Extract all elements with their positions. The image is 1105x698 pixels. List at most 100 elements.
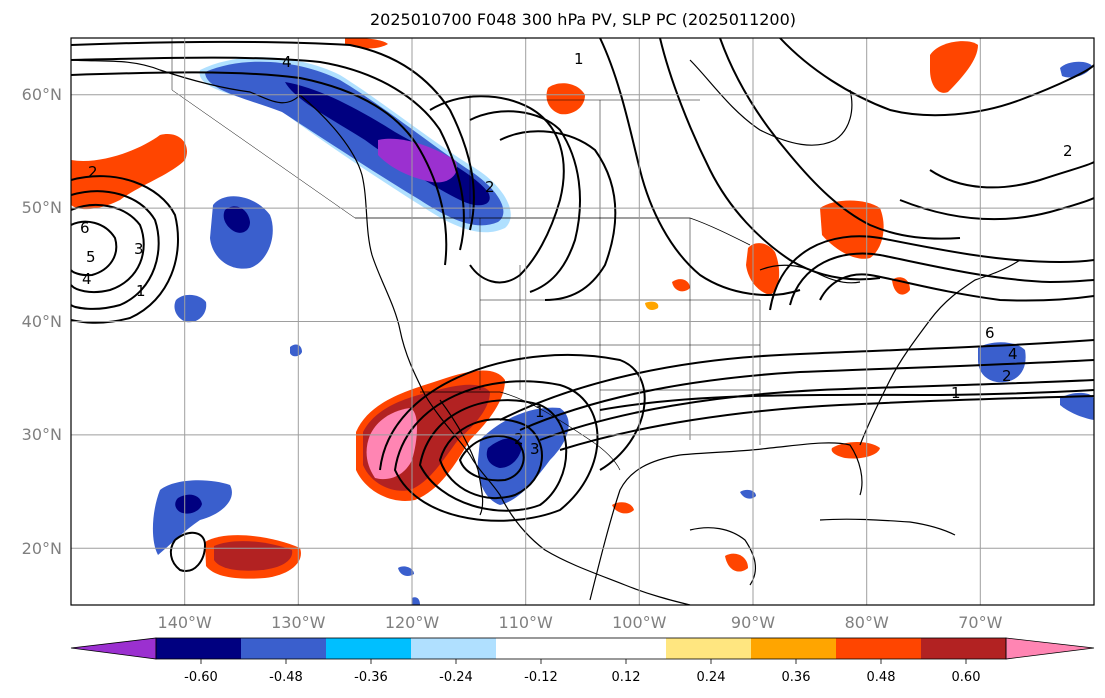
north-america-west-coast [299, 94, 691, 605]
slp-ne-3 [899, 197, 1094, 221]
slp-sw-low-3 [418, 399, 568, 512]
gulf-of-mexico-coast [589, 442, 863, 601]
lat-label: 20°N [22, 539, 62, 558]
colorbar: -0.60 -0.48 -0.36 -0.24 -0.12 0.12 0.24 … [70, 637, 1095, 685]
baja-peninsula [439, 399, 484, 516]
colorbar-tick-labels: -0.60 -0.48 -0.36 -0.24 -0.12 0.12 0.24 … [184, 670, 980, 685]
contour-label: 2 [485, 178, 495, 196]
negative-pv-region-alaska-peak [378, 138, 458, 183]
negative-pv-region-subtropical-core [175, 494, 202, 514]
positive-pv-region-florida [831, 442, 880, 459]
slp-east-band-2 [519, 359, 1094, 431]
negative-pv-small-2 [290, 344, 302, 357]
slp-sw-low-4 [393, 380, 599, 522]
positive-pv-region-baja-peak [366, 408, 417, 480]
lon-label: 90°W [731, 613, 775, 632]
negative-pv-region-ne [1060, 61, 1092, 78]
contour-label: 6 [80, 219, 90, 237]
contour-label: 4 [82, 270, 92, 288]
colorbar-segment [156, 638, 241, 659]
colorbar-segment [921, 638, 1006, 659]
slp-ridge-1 [599, 38, 801, 296]
negative-pv-small-1 [174, 294, 207, 323]
contour-label: 6 [985, 324, 995, 342]
colorbar-tick-label: -0.48 [269, 670, 303, 685]
colorbar-segment [836, 638, 921, 659]
slp-trough-2 [469, 110, 581, 293]
contour-label: 5 [86, 248, 96, 266]
contour-label: 2 [88, 163, 98, 181]
contour-label: 4 [1008, 345, 1018, 363]
colorbar-tick-label: 0.12 [612, 670, 641, 685]
slp-east-low-3 [769, 235, 1094, 311]
slp-contour-1 [71, 40, 475, 231]
positive-pv-region-small-1 [672, 279, 690, 292]
colorbar-segment [326, 638, 411, 659]
contour-label: 1 [951, 384, 961, 402]
contour-label: 2 [1002, 367, 1012, 385]
latitude-labels: 60°N 50°N 40°N 30°N 20°N [22, 85, 62, 558]
slp-east-band-1 [499, 339, 1094, 421]
contour-label: 3 [134, 240, 144, 258]
slp-west-high-2 [71, 190, 160, 310]
contour-label: 2 [1063, 142, 1073, 160]
colorbar-tick-label: -0.24 [439, 670, 473, 685]
positive-pv-region-ontario [820, 200, 884, 259]
colorbar-ticks [200, 659, 967, 664]
colorbar-segment [411, 638, 496, 659]
colorbar-tick-label: 0.48 [867, 670, 896, 685]
positive-pv-region-small-2 [612, 502, 634, 514]
map-title: 2025010700 F048 300 hPa PV, SLP PC (2025… [370, 10, 796, 29]
slp-sw-low-1 [458, 435, 525, 482]
hudson-bay-coast [689, 59, 853, 146]
slp-ridge-3 [719, 38, 961, 240]
negative-pv-region-atlantic-east [1060, 392, 1094, 420]
negative-pv-small-3 [740, 489, 756, 499]
contour-label: 4 [282, 53, 292, 71]
slp-east-band-5 [599, 389, 1094, 411]
slp-trough-1 [429, 95, 565, 284]
negative-pv-region-atlantic [978, 342, 1026, 383]
slp-east-band-3 [539, 379, 1094, 441]
yucatan [689, 527, 757, 586]
slp-sw-low-2 [438, 418, 543, 500]
slp-ridge-2 [659, 38, 881, 281]
slp-west-high-4 [71, 220, 118, 277]
lon-label: 100°W [612, 613, 667, 632]
slp-pc-contours [71, 38, 1094, 572]
contour-label: 1 [136, 282, 146, 300]
lon-label: 70°W [958, 613, 1002, 632]
positive-pv-region-labrador [930, 41, 978, 93]
positive-pv-small-5 [645, 301, 659, 311]
negative-pv-region-subtropical [152, 480, 232, 555]
lat-label: 30°N [22, 425, 62, 444]
slp-west-high-1 [71, 204, 145, 294]
colorbar-tick-label: -0.36 [354, 670, 388, 685]
colorbar-tick-label: 0.60 [952, 670, 981, 685]
slp-west-high-3 [71, 175, 179, 324]
colorbar-extend-max [1005, 637, 1095, 660]
negative-pv-region-gulf-core [223, 206, 250, 233]
canada-province-borders [171, 38, 700, 219]
lon-label: 120°W [385, 613, 440, 632]
contour-label: 2 [514, 430, 524, 448]
colorbar-segment [496, 638, 666, 659]
negative-pv-region-baja-core [486, 438, 522, 468]
longitude-labels: 140°W 130°W 120°W 110°W 100°W 90°W 80°W … [158, 613, 1003, 632]
negative-pv-small-5 [412, 597, 420, 605]
caribbean-islands [819, 518, 956, 536]
lon-label: 140°W [158, 613, 213, 632]
contour-labels: 4 2 6 5 4 3 1 1 2 6 4 2 1 2 1 2 3 [80, 50, 1073, 458]
lon-label: 80°W [845, 613, 889, 632]
negative-pv-small-4 [398, 566, 414, 576]
lat-label: 50°N [22, 198, 62, 217]
alaska-coast [71, 59, 301, 104]
contour-label: 1 [535, 403, 545, 421]
contour-label: 3 [530, 440, 540, 458]
map-panel: 4 2 6 5 4 3 1 1 2 6 4 2 1 2 1 2 3 [22, 37, 1095, 632]
slp-contour-2 [71, 56, 465, 251]
colorbar-tick-label: 0.36 [782, 670, 811, 685]
state-borders [479, 218, 761, 445]
map-frame [70, 37, 1095, 606]
